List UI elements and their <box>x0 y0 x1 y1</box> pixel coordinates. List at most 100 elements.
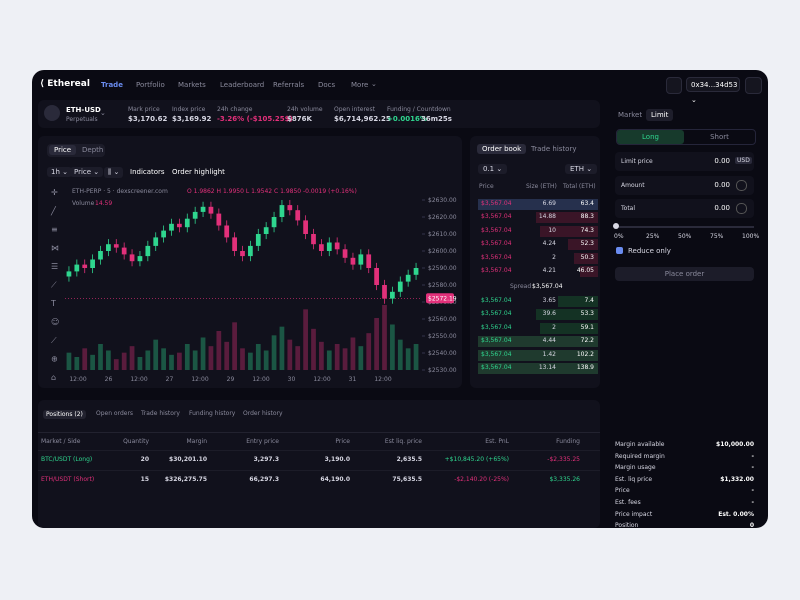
divider <box>38 432 600 433</box>
volume-bar <box>74 357 80 370</box>
tool-icon[interactable]: ☺ <box>51 318 59 327</box>
ob-total: 46.05 <box>576 267 594 274</box>
place-order[interactable]: Place order <box>615 267 754 281</box>
settings[interactable] <box>745 77 762 94</box>
depth-bar <box>536 309 598 321</box>
volume-bar <box>303 309 308 370</box>
tool-icon[interactable]: ⋈ <box>51 244 59 253</box>
candle-body <box>161 230 166 238</box>
volume-bar <box>177 352 182 370</box>
y-tick-label: $2580.00 <box>428 282 457 289</box>
volume-bar <box>106 350 111 370</box>
x-tick-label: 31 <box>349 376 357 383</box>
candle-body <box>224 225 230 238</box>
tool-icon[interactable]: ⟋ <box>51 336 57 345</box>
logo[interactable]: ⟨ Ethereal <box>40 79 90 89</box>
tab-price[interactable]: Price <box>49 145 77 155</box>
depth-bar <box>568 239 598 251</box>
wallet-button[interactable]: 0x34...34d53 ⌄ <box>686 77 740 104</box>
type-market[interactable]: Market <box>618 111 643 119</box>
ob-total: 52.3 <box>580 240 594 248</box>
notifications[interactable] <box>666 77 682 94</box>
tool-icon[interactable]: ⊕ <box>51 355 58 364</box>
tool-icon[interactable]: ✛ <box>51 188 58 197</box>
y-tick-label: $2600.00 <box>428 248 457 255</box>
positions-tab[interactable]: Trade history <box>141 410 180 417</box>
ob-total: 59.1 <box>580 323 594 331</box>
spread-label: Spread <box>510 283 532 290</box>
ob-price: $3,567.04 <box>481 323 512 331</box>
step-text: 0.1 <box>483 165 495 173</box>
depth-bar <box>580 266 598 277</box>
symbol[interactable]: ETH-USD <box>66 106 101 114</box>
position-cell: 75,635.5 <box>392 476 422 483</box>
row-highlight <box>478 336 598 348</box>
account-label: Required margin <box>615 452 665 460</box>
side-short[interactable]: Short <box>710 133 729 141</box>
tab-depth[interactable]: Depth <box>82 146 104 154</box>
type-limit[interactable]: Limit <box>646 109 674 121</box>
depth-bar <box>574 252 598 264</box>
nav-tab[interactable]: More <box>351 81 369 89</box>
tool-icon[interactable]: ⟋ <box>51 281 57 290</box>
x-tick-label: 12:00 <box>69 376 86 383</box>
x-tick-label: 12:00 <box>191 376 208 383</box>
candle-body <box>121 247 127 255</box>
column-header: Margin <box>186 438 208 445</box>
tool-icon[interactable]: ≡ <box>51 225 58 234</box>
candle-type[interactable]: ⫼ ⌄ <box>104 167 124 178</box>
field-box[interactable] <box>615 175 754 195</box>
field-box[interactable] <box>615 199 754 218</box>
interval[interactable]: 1h ⌄ <box>47 167 72 177</box>
field-unit: USD <box>735 157 752 164</box>
positions-tab[interactable]: Funding history <box>189 410 236 417</box>
candle-body <box>326 242 332 251</box>
ob-total: 50.3 <box>580 253 594 261</box>
field-value: 0.00 <box>714 180 730 189</box>
order-highlight[interactable]: Order highlight <box>172 168 225 176</box>
slider-thumb[interactable] <box>613 223 619 229</box>
mode[interactable]: Price ⌄ <box>70 167 104 177</box>
nav-tab[interactable]: Trade <box>101 81 123 89</box>
wallet: 0x34...34d53 <box>691 81 738 89</box>
ob-size: 6.69 <box>542 200 556 207</box>
tab-orderbook[interactable]: Order book <box>477 144 527 154</box>
more-caret[interactable]: ⌄ <box>371 80 377 88</box>
ob-header: Size (ETH) <box>526 183 557 190</box>
reduce-only-checkbox[interactable] <box>616 247 623 254</box>
side-long[interactable]: Long <box>617 130 684 144</box>
account-value: 0 <box>749 522 754 528</box>
symbol-dropdown[interactable]: ⌄ <box>100 109 106 117</box>
tool-icon[interactable]: ⌂ <box>51 373 56 382</box>
position-cell: 20 <box>140 456 149 463</box>
tool-icon[interactable]: T <box>50 299 56 308</box>
nav-tab[interactable]: Portfolio <box>136 81 165 89</box>
field-label: Amount <box>621 181 645 189</box>
nav-tab[interactable]: Docs <box>318 81 336 89</box>
step[interactable]: 0.1 ⌄ <box>478 164 508 174</box>
unit[interactable]: ETH ⌄ <box>565 164 598 174</box>
position-cell: 64,190.0 <box>320 476 350 483</box>
ob-total: 7.4 <box>584 297 594 304</box>
tool-icon[interactable]: ☰ <box>51 262 58 271</box>
candle-body <box>169 223 174 231</box>
nav-tab[interactable]: Leaderboard <box>220 81 265 89</box>
tab-trade-history[interactable]: Trade history <box>531 145 577 153</box>
indicators[interactable]: Indicators <box>130 168 165 176</box>
reduce-only: Reduce only <box>628 247 671 255</box>
stat-label: Index price <box>172 106 206 113</box>
field-box[interactable] <box>615 152 754 171</box>
nav-tab[interactable]: Referrals <box>273 81 305 89</box>
orderbook-panel: Order book Trade history 0.1 ⌄ ETH ⌄ Pri… <box>470 136 600 388</box>
positions-tab[interactable]: Order history <box>243 410 283 417</box>
slider-track[interactable] <box>616 226 754 228</box>
nav-tab[interactable]: Markets <box>178 81 206 89</box>
candle-body <box>350 257 356 265</box>
positions-tab[interactable]: Open orders <box>96 410 134 417</box>
y-tick-label: $2590.00 <box>428 265 457 272</box>
y-tick-label: $2620.00 <box>428 214 457 221</box>
slider-label: 0% <box>614 233 624 240</box>
candle-body <box>303 220 308 234</box>
tool-icon[interactable]: ╱ <box>50 206 57 216</box>
positions-tab[interactable]: Positions (2) <box>43 410 86 419</box>
